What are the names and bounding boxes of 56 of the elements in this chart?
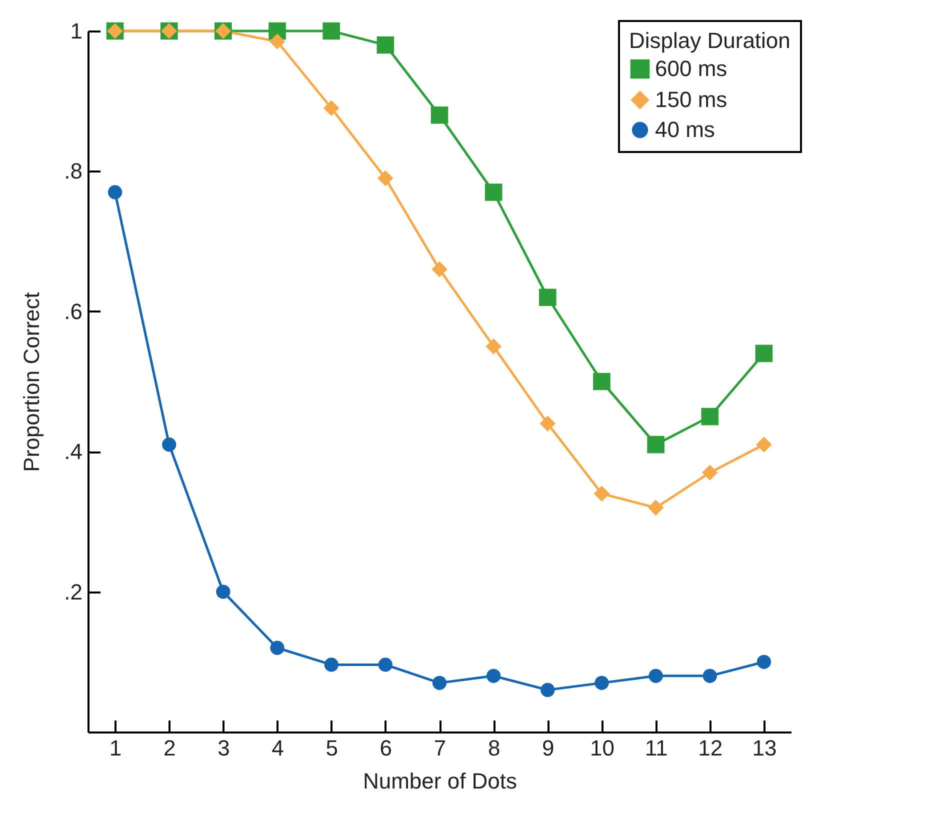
point [540, 682, 555, 697]
x-tick-label: 12 [698, 736, 723, 760]
point [324, 658, 338, 672]
point [756, 436, 772, 452]
point [376, 36, 394, 54]
point [216, 584, 230, 599]
point [594, 676, 609, 690]
legend-label: 40 ms [655, 117, 715, 142]
x-tick-label: 10 [590, 736, 614, 760]
point [486, 338, 502, 354]
point [270, 640, 284, 655]
point [486, 668, 501, 683]
point [322, 22, 340, 40]
point [593, 372, 610, 390]
point [378, 658, 392, 672]
y-tick-label: .8 [64, 158, 82, 184]
point [430, 106, 448, 124]
x-axis-title: Number of Dots [362, 768, 518, 794]
y-axis-title: Proportion Correct [19, 292, 44, 472]
point [162, 438, 176, 452]
point [540, 416, 556, 432]
y-tick-label: .2 [64, 579, 82, 604]
point [538, 288, 556, 306]
x-tick-label: 6 [380, 736, 392, 760]
legend-label: 150 ms [655, 87, 728, 112]
point [648, 668, 663, 683]
point [432, 676, 447, 690]
legend-label: 600 ms [655, 56, 728, 81]
y-tick-label: .4 [64, 439, 82, 464]
point [594, 486, 610, 502]
x-tick-label: 13 [752, 736, 777, 760]
x-tick-label: 1 [109, 736, 122, 760]
x-tick-label: 2 [163, 736, 176, 760]
x-tick-label: 11 [644, 736, 668, 760]
point [648, 500, 664, 516]
x-tick-label: 4 [272, 736, 284, 760]
point [702, 668, 717, 683]
point [647, 436, 664, 454]
point [269, 34, 286, 50]
y-tick-label: .6 [64, 298, 82, 324]
x-tick-label: 8 [488, 736, 500, 760]
point [378, 170, 394, 186]
point [756, 654, 772, 669]
point [484, 184, 502, 201]
point [702, 464, 718, 481]
point [432, 261, 448, 278]
point [323, 100, 340, 116]
point [108, 185, 122, 200]
x-tick-label: 3 [218, 736, 230, 760]
legend-title: Display Duration [629, 28, 790, 53]
point [755, 344, 773, 362]
x-tick-label: 9 [542, 736, 554, 760]
x-tick-label: 5 [326, 736, 338, 760]
point [701, 408, 719, 426]
x-tick-label: 7 [434, 736, 446, 760]
y-tick-label: 1 [70, 18, 82, 44]
